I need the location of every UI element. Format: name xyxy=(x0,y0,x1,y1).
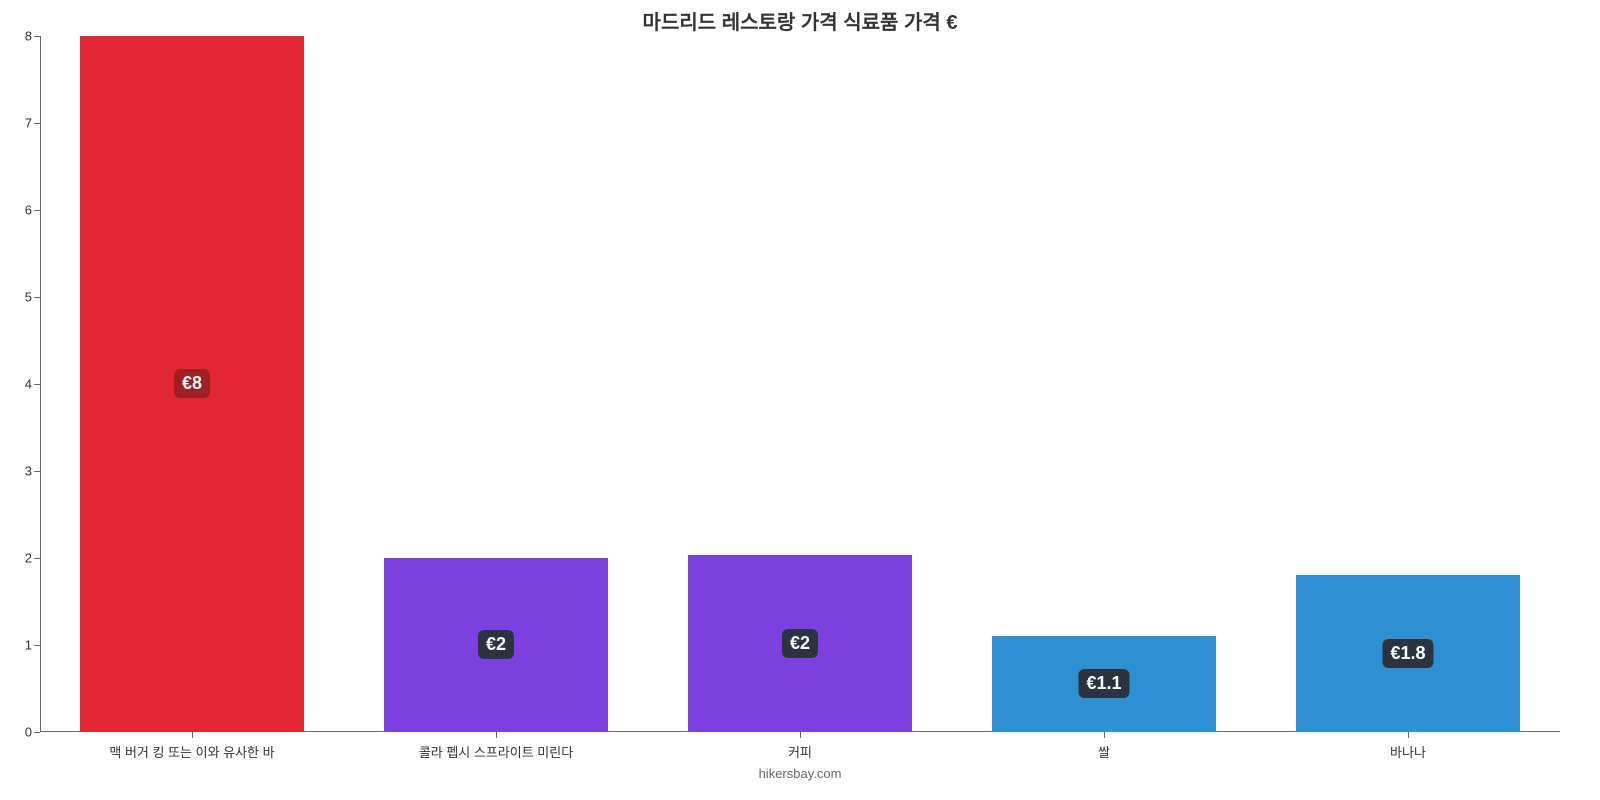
value-badge: €8 xyxy=(174,369,210,398)
value-badge: €2 xyxy=(782,629,818,658)
y-tick-mark xyxy=(34,732,40,733)
chart-credit: hikersbay.com xyxy=(759,766,842,781)
y-tick-mark xyxy=(34,123,40,124)
value-badge: €2 xyxy=(478,630,514,659)
y-tick-mark xyxy=(34,384,40,385)
y-tick-mark xyxy=(34,471,40,472)
x-tick-label: 쌀 xyxy=(1098,732,1110,761)
y-tick-mark xyxy=(34,558,40,559)
plot-area: 012345678맥 버거 킹 또는 이와 유사한 바€8콜라 펩시 스프라이트… xyxy=(40,36,1560,732)
x-tick-label: 커피 xyxy=(788,732,812,761)
y-axis xyxy=(40,36,41,732)
chart-title: 마드리드 레스토랑 가격 식료품 가격 € xyxy=(0,0,1600,35)
value-badge: €1.8 xyxy=(1382,639,1433,668)
x-tick-label: 맥 버거 킹 또는 이와 유사한 바 xyxy=(109,732,274,761)
price-bar-chart: 마드리드 레스토랑 가격 식료품 가격 € 012345678맥 버거 킹 또는… xyxy=(0,0,1600,800)
x-tick-label: 바나나 xyxy=(1390,732,1426,761)
y-tick-mark xyxy=(34,36,40,37)
value-badge: €1.1 xyxy=(1078,669,1129,698)
y-tick-mark xyxy=(34,297,40,298)
y-tick-mark xyxy=(34,210,40,211)
y-tick-mark xyxy=(34,645,40,646)
x-tick-label: 콜라 펩시 스프라이트 미린다 xyxy=(419,732,573,761)
